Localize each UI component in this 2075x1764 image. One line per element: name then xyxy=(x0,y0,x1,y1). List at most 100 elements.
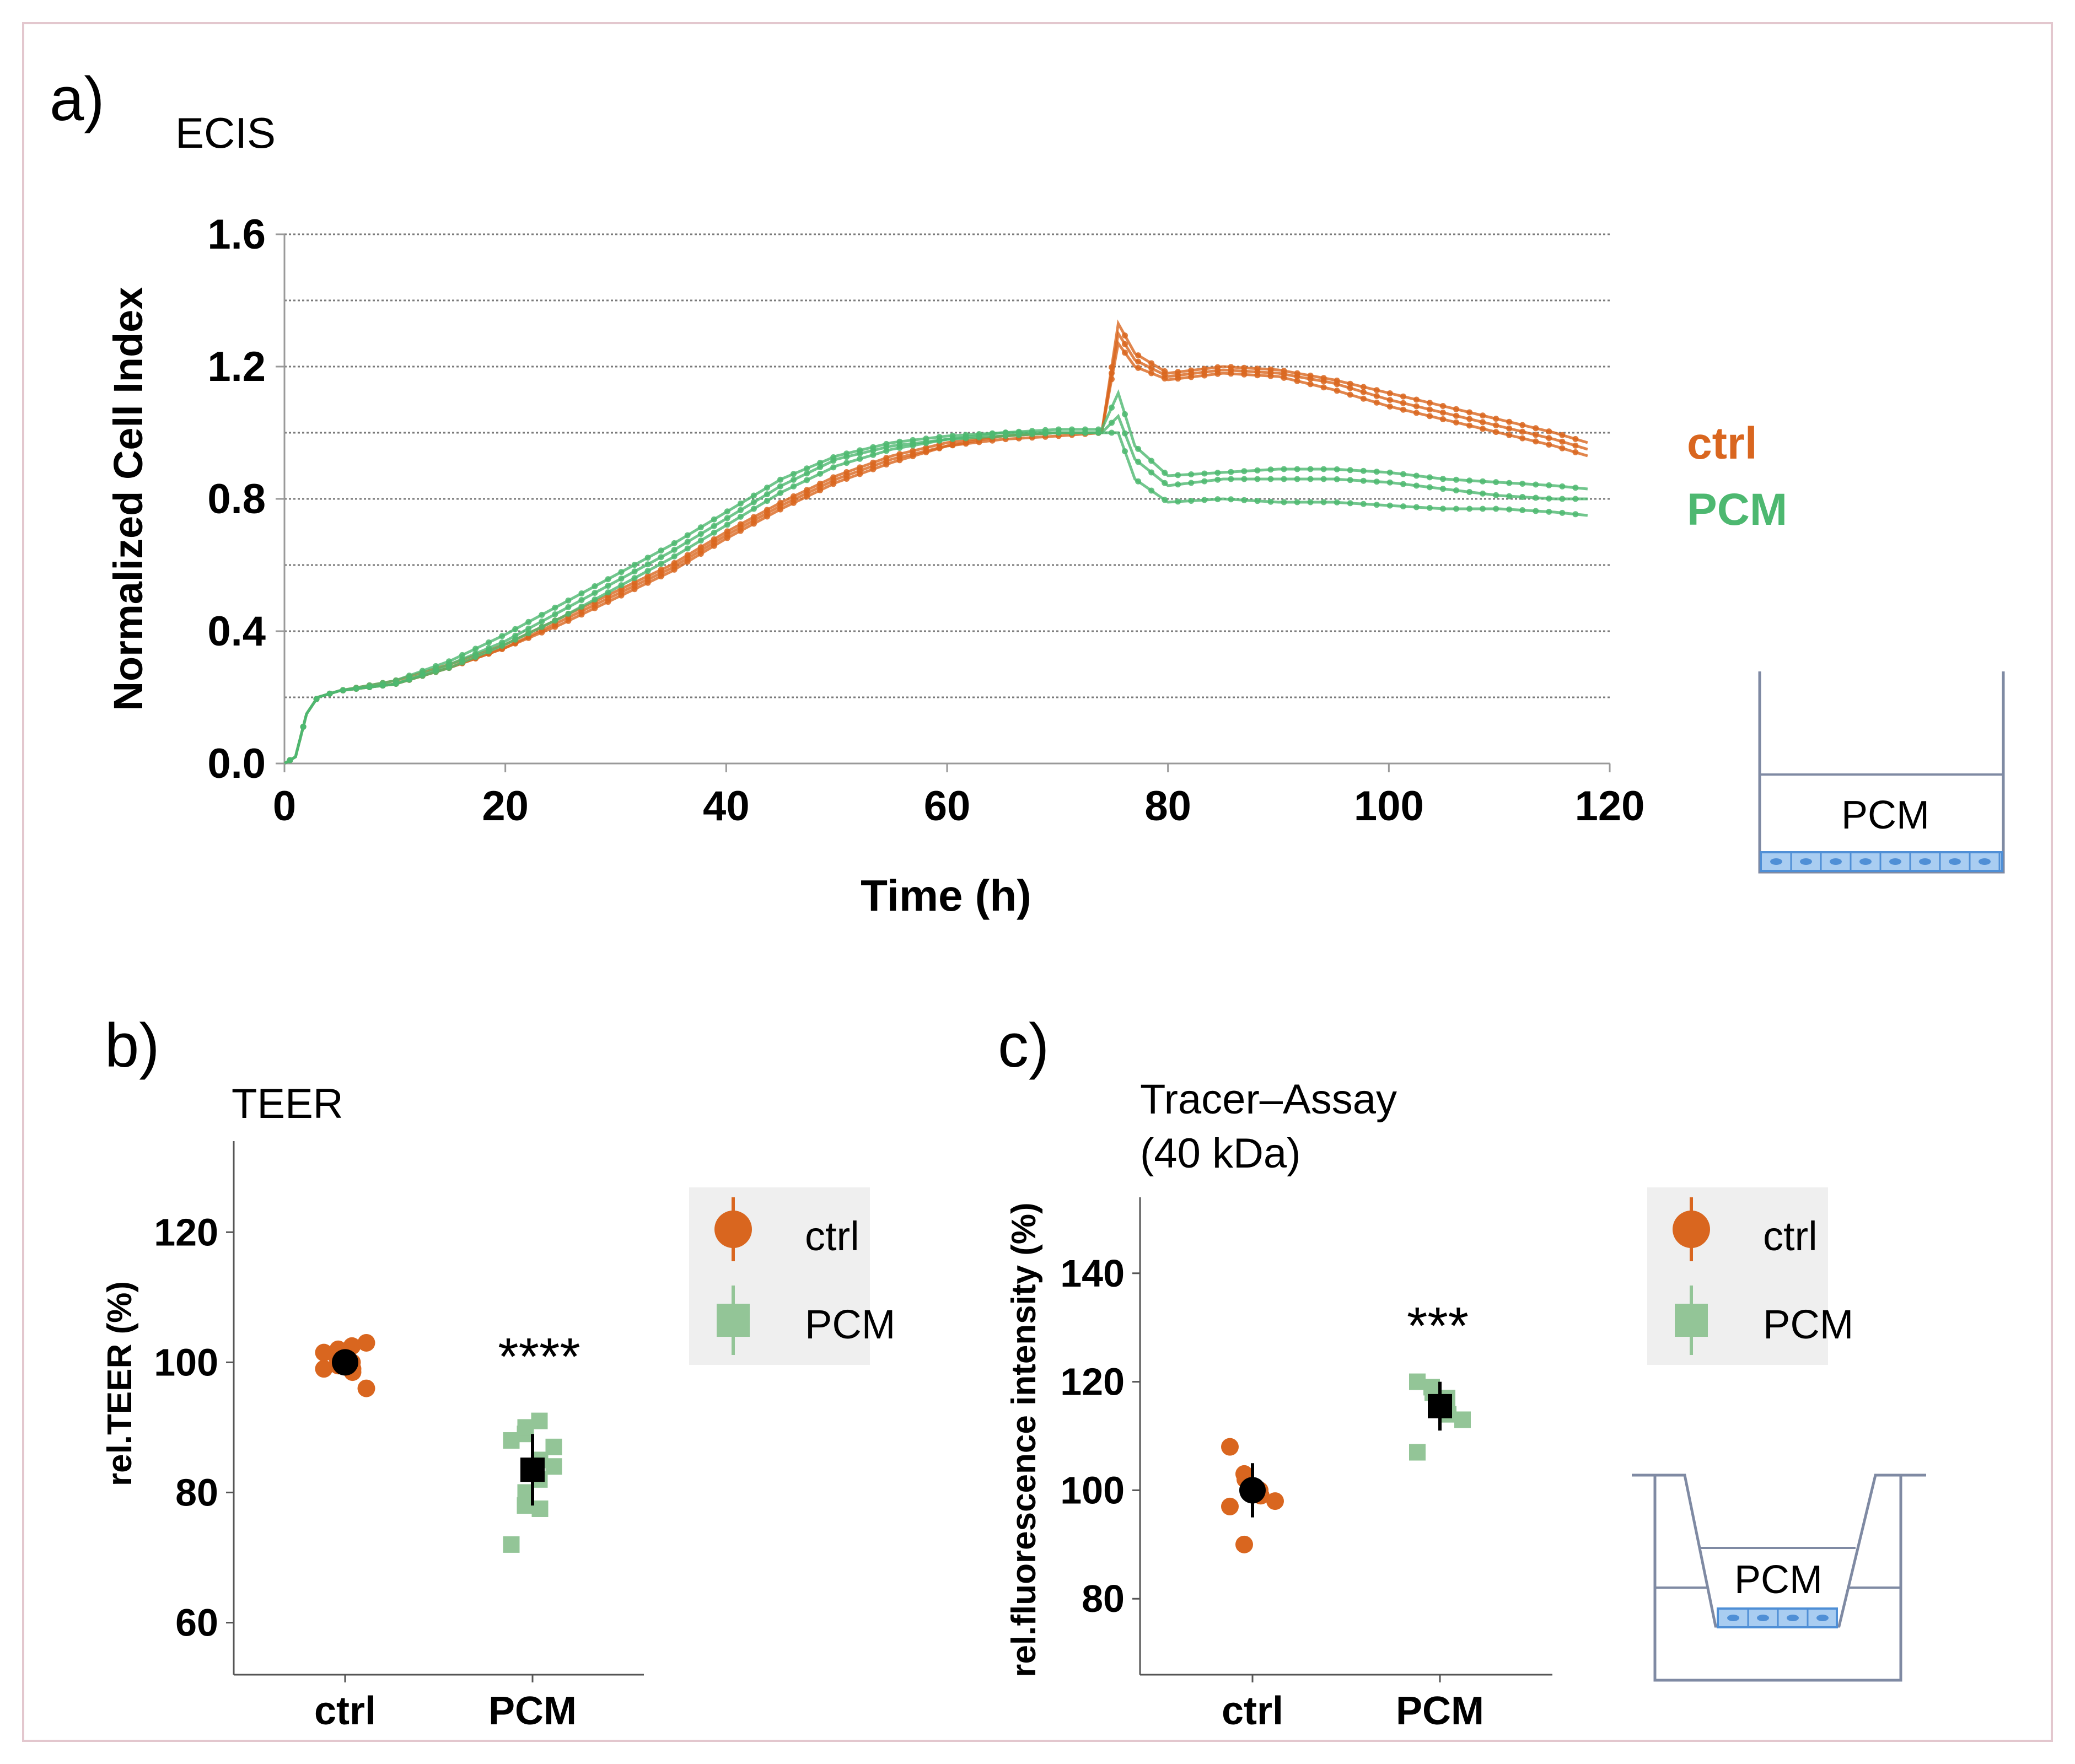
ecis-point-pcm xyxy=(1466,505,1473,512)
ecis-point-pcm xyxy=(1400,503,1406,510)
ecis-y-axis-label: Normalized Cell Index xyxy=(105,287,151,711)
ecis-y-tick-label: 1.2 xyxy=(207,343,266,390)
teer-y-axis-label: rel.TEER (%) xyxy=(101,1281,139,1486)
ecis-point-pcm xyxy=(1533,481,1539,488)
ecis-point-pcm xyxy=(512,626,519,632)
well-cells xyxy=(1770,853,2001,870)
ecis-point-ctrl xyxy=(1440,410,1446,416)
ecis-point-pcm xyxy=(830,458,837,464)
ecis-point-pcm xyxy=(565,597,572,604)
transwell-schematic: PCM xyxy=(1632,1473,1926,1682)
ecis-point-pcm xyxy=(300,723,307,730)
transwell-label: PCM xyxy=(1734,1558,1823,1602)
ecis-point-pcm xyxy=(1373,502,1380,508)
ecis-point-ctrl xyxy=(1440,416,1446,422)
ecis-point-pcm xyxy=(486,639,492,646)
ecis-point-ctrl xyxy=(1294,373,1300,380)
ecis-point-pcm xyxy=(1228,469,1234,475)
ecis-point-ctrl xyxy=(1334,381,1340,388)
tracer-x-ticks: ctrl PCM xyxy=(1222,1675,1484,1733)
ecis-point-ctrl xyxy=(791,499,797,506)
panel-a-title: ECIS xyxy=(175,109,276,157)
ecis-point-pcm xyxy=(393,680,399,687)
ecis-point-pcm xyxy=(857,455,863,462)
ecis-point-ctrl xyxy=(1228,370,1234,377)
ecis-point-ctrl xyxy=(1546,442,1552,448)
ecis-point-pcm xyxy=(843,460,850,466)
ecis-point-ctrl xyxy=(1241,371,1248,378)
ecis-point-pcm xyxy=(764,491,770,498)
ecis-point-pcm xyxy=(1122,411,1128,417)
ecis-x-tick-label: 0 xyxy=(273,783,296,830)
ecis-point-pcm xyxy=(989,433,996,440)
ecis-point-ctrl xyxy=(605,599,611,605)
ecis-point-ctrl xyxy=(1533,438,1539,445)
ecis-point-pcm xyxy=(724,508,730,515)
ecis-point-pcm xyxy=(1360,477,1367,484)
ecis-point-pcm xyxy=(1148,469,1155,476)
ecis-point-ctrl xyxy=(1320,378,1327,385)
ecis-point-pcm xyxy=(1400,481,1406,487)
ecis-point-pcm xyxy=(1241,476,1248,482)
ecis-point-pcm xyxy=(764,498,770,504)
ecis-point-ctrl xyxy=(870,466,877,472)
well-cell-nucleus xyxy=(1859,858,1872,865)
ecis-point-pcm xyxy=(472,654,479,660)
ecis-point-pcm xyxy=(406,676,412,683)
tracer-point-ctrl xyxy=(1221,1497,1239,1515)
ecis-point-pcm xyxy=(644,568,651,574)
teer-point-pcm xyxy=(545,1458,562,1475)
ecis-point-pcm xyxy=(1427,484,1433,491)
ecis-point-pcm xyxy=(791,483,797,490)
ecis-point-pcm xyxy=(1413,482,1420,489)
ecis-point-pcm xyxy=(724,515,730,521)
ecis-point-pcm xyxy=(1386,469,1393,476)
ecis-point-pcm xyxy=(1082,429,1088,436)
ecis-point-ctrl xyxy=(1427,406,1433,413)
ecis-point-pcm xyxy=(1533,494,1539,501)
ecis-point-ctrl xyxy=(1122,341,1128,347)
ecis-point-pcm xyxy=(764,485,770,491)
ecis-point-pcm xyxy=(1281,466,1287,472)
ecis-point-pcm xyxy=(1427,504,1433,511)
ecis-point-ctrl xyxy=(671,566,678,573)
ecis-point-ctrl xyxy=(1533,432,1539,438)
ecis-point-ctrl xyxy=(1427,413,1433,420)
ecis-point-pcm xyxy=(936,438,943,444)
ecis-point-ctrl xyxy=(1427,400,1433,406)
ecis-point-pcm xyxy=(737,500,744,507)
ecis-point-pcm xyxy=(631,562,638,568)
panel-b: b) TEER 60 80 100 120 ctrl PCM **** rel.TEER… xyxy=(101,1011,895,1733)
ecis-point-ctrl xyxy=(1334,388,1340,394)
ecis-point-pcm xyxy=(750,505,757,512)
ecis-point-ctrl xyxy=(830,481,837,487)
tracer-legend-ctrl: ctrl xyxy=(1763,1213,1818,1259)
ecis-point-pcm xyxy=(1546,495,1552,502)
ecis-legend-pcm: PCM xyxy=(1687,485,1787,535)
well-cell-nucleus xyxy=(1949,858,1961,865)
ecis-point-ctrl xyxy=(1506,432,1513,438)
ecis-x-tick-label: 80 xyxy=(1144,783,1191,830)
ecis-point-pcm xyxy=(1095,429,1101,436)
ecis-point-ctrl xyxy=(1546,435,1552,442)
ecis-x-tick-label: 100 xyxy=(1354,783,1424,830)
ecis-point-pcm xyxy=(1267,476,1274,482)
ecis-point-pcm xyxy=(1400,471,1406,477)
ecis-point-pcm xyxy=(1493,505,1499,512)
ecis-point-pcm xyxy=(512,636,519,643)
ecis-point-pcm xyxy=(631,575,638,582)
panel-c-letter: c) xyxy=(998,1011,1049,1080)
ecis-point-pcm xyxy=(1254,498,1261,504)
ecis-point-ctrl xyxy=(1559,432,1566,438)
ecis-point-ctrl xyxy=(711,542,717,549)
ecis-point-ctrl xyxy=(631,586,638,593)
ecis-point-ctrl xyxy=(1320,384,1327,391)
ecis-point-pcm xyxy=(592,590,598,596)
ecis-point-pcm xyxy=(750,499,757,505)
ecis-point-ctrl xyxy=(618,592,625,599)
teer-y-tick-label: 120 xyxy=(154,1211,218,1254)
ecis-point-pcm xyxy=(1201,470,1208,477)
ecis-point-pcm xyxy=(1334,499,1340,505)
ecis-point-pcm xyxy=(605,583,611,589)
ecis-point-ctrl xyxy=(1400,400,1406,406)
